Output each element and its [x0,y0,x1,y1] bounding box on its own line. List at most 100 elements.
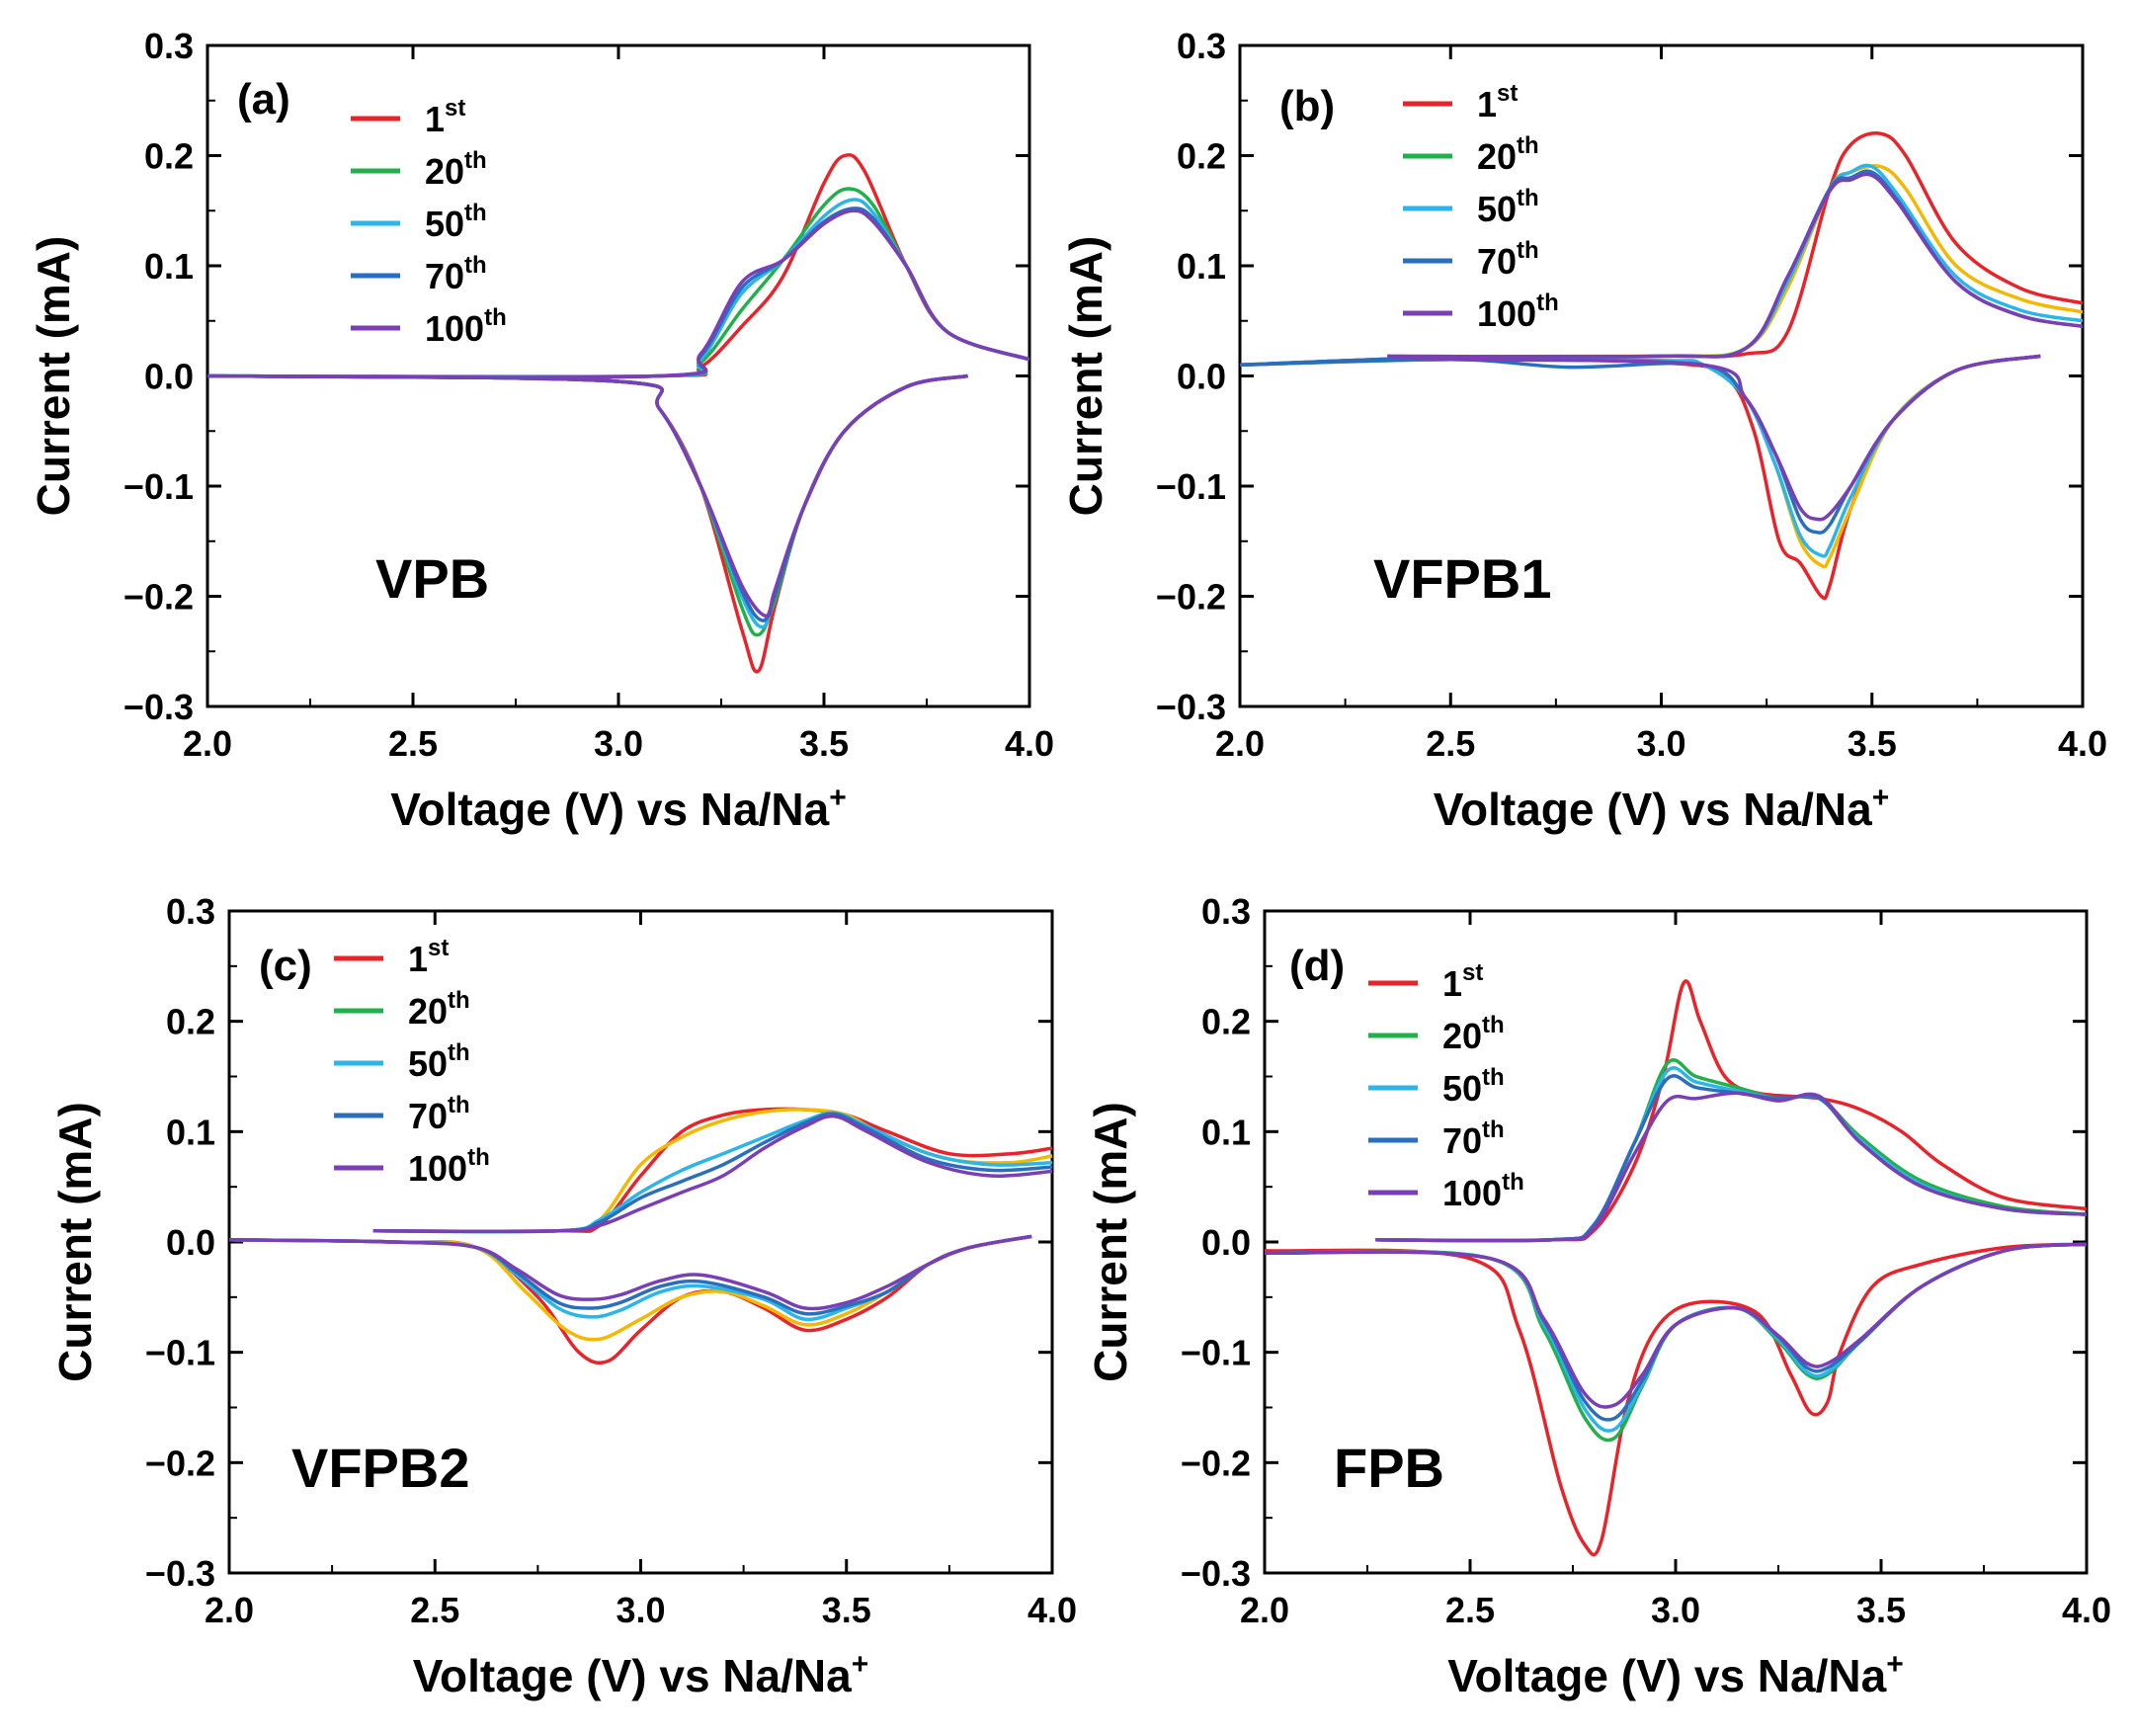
legend-label: 70th [1477,237,1539,282]
y-tick-label: −0.3 [1156,687,1226,727]
series-line-100th-anodic [1375,1091,2087,1243]
series-line-20th-anodic [1240,164,2083,368]
legend-label: 1st [1442,959,1483,1004]
x-tick-label: 2.0 [183,723,232,764]
series-line-20th-cathodic [229,1234,1032,1342]
y-tick-label: −0.3 [1181,1553,1251,1594]
x-tick-label: 2.5 [1426,723,1475,764]
y-tick-label: −0.3 [145,1553,215,1594]
series-line-100th-cathodic [1387,354,2041,522]
x-tick-label: 2.5 [388,723,438,764]
series-line-20th-anodic [207,187,1029,379]
y-axis-title: Current (mA) [1085,1102,1136,1382]
series-line-70th-anodic [372,1112,1052,1234]
panel-label: (a) [237,75,290,124]
legend-label: 50th [408,1039,470,1084]
sample-label: FPB [1334,1437,1444,1499]
y-tick-label: 0.3 [166,891,215,932]
series-line-1st-anodic [1240,131,2083,368]
sample-label: VPB [375,547,489,610]
y-tick-label: 0.1 [144,246,194,287]
y-tick-label: −0.1 [1181,1333,1251,1373]
y-tick-label: −0.2 [1181,1443,1251,1483]
legend-label: 50th [1477,185,1539,229]
series-line-50th-cathodic [1240,354,2041,558]
legend-label: 20th [408,987,470,1032]
y-tick-label: 0.3 [1177,26,1226,66]
x-tick-label: 2.5 [1445,1590,1495,1630]
x-tick-label: 2.0 [205,1590,254,1630]
y-axis-title: Current (mA) [49,1102,101,1382]
panel-label: (b) [1279,82,1335,130]
x-tick-label: 4.0 [2062,1590,2111,1630]
series-line-100th-cathodic [229,1234,1032,1311]
series-line-50th-cathodic [207,373,968,629]
series-line-70th-cathodic [1240,354,2041,535]
series-line-50th-anodic [207,198,1029,379]
x-tick-label: 3.5 [1856,1590,1906,1630]
x-tick-label: 3.0 [594,723,643,764]
y-tick-label: 0.2 [1177,136,1226,177]
sample-label: VFPB1 [1373,547,1552,610]
y-tick-label: −0.3 [123,687,194,727]
legend-label: 100th [1442,1169,1524,1213]
panel-1: 2.0 2.5 3.0 3.5 4.0 0.3 0.2 0.1 0.0 −0.1 −0.2 −0.3 V… [1060,26,2107,835]
x-tick-label: 2.0 [1240,1590,1289,1630]
curves [1265,979,2087,1557]
legend-label: 1st [408,935,449,979]
y-tick-label: −0.2 [1156,577,1226,618]
x-tick-label: 2.5 [410,1590,459,1630]
series-line-20th-cathodic [207,373,968,637]
y-tick-label: 0.0 [1177,357,1226,397]
x-tick-label: 3.0 [1651,1590,1700,1630]
y-axis-title: Current (mA) [28,236,79,517]
y-tick-label: 0.2 [1201,1002,1251,1042]
x-axis-title: Voltage (V) vs Na/Na+ [1434,782,1889,835]
y-tick-label: −0.2 [145,1443,215,1483]
series-line-100th-anodic [207,208,1029,379]
legend-label: 20th [1477,132,1539,177]
legend-label: 100th [425,304,507,349]
y-tick-label: 0.2 [144,136,194,177]
legend-label: 100th [1477,289,1559,334]
legend-label: 20th [425,147,487,192]
series-line-1st-cathodic [1265,1242,2087,1557]
legend-label: 70th [1442,1116,1505,1161]
x-tick-label: 2.0 [1215,723,1265,764]
y-tick-label: 0.1 [1177,246,1226,287]
x-axis-title: Voltage (V) vs Na/Na+ [413,1648,868,1701]
x-axis-title: Voltage (V) vs Na/Na+ [390,782,846,835]
y-tick-label: 0.0 [1201,1222,1251,1263]
panel-label: (d) [1289,942,1345,990]
y-tick-label: −0.1 [1156,466,1226,507]
legend-label: 50th [1442,1064,1505,1109]
legend-label: 20th [1442,1012,1505,1056]
y-tick-label: −0.2 [123,577,194,618]
curves [229,1107,1052,1365]
curves [207,152,1029,674]
series-line-70th-anodic [1375,1074,2087,1243]
panel-0: 2.0 2.5 3.0 3.5 4.0 0.3 0.2 0.1 0.0 −0.1 −0.2 −0.3 V… [28,26,1054,835]
y-tick-label: 0.3 [1201,891,1251,932]
curves [1240,131,2083,601]
panel-label: (c) [259,942,312,990]
series-line-70th-anodic [207,207,1029,379]
y-tick-label: 0.1 [1201,1112,1251,1152]
legend-label: 100th [408,1144,490,1189]
series-line-100th-cathodic [1265,1242,2087,1409]
series-line-100th-cathodic [207,373,968,619]
panel-3: 2.0 2.5 3.0 3.5 4.0 0.3 0.2 0.1 0.0 −0.1 −0.2 −0.3 V… [1085,891,2111,1701]
legend-label: 1st [425,95,465,139]
x-tick-label: 3.5 [799,723,849,764]
y-tick-label: 0.0 [144,357,194,397]
series-line-50th-anodic [372,1111,1052,1234]
series-line-70th-cathodic [207,373,968,622]
y-tick-label: 0.0 [166,1222,215,1263]
legend-label: 50th [425,200,487,244]
x-tick-label: 3.0 [616,1590,665,1630]
plot-frame [1238,43,2085,708]
panel-2: 2.0 2.5 3.0 3.5 4.0 0.3 0.2 0.1 0.0 −0.1 −0.2 −0.3 V… [49,891,1077,1701]
x-axis-title: Voltage (V) vs Na/Na+ [1447,1648,1903,1701]
series-line-20th-cathodic [1265,1242,2087,1443]
y-axis-title: Current (mA) [1060,236,1111,517]
